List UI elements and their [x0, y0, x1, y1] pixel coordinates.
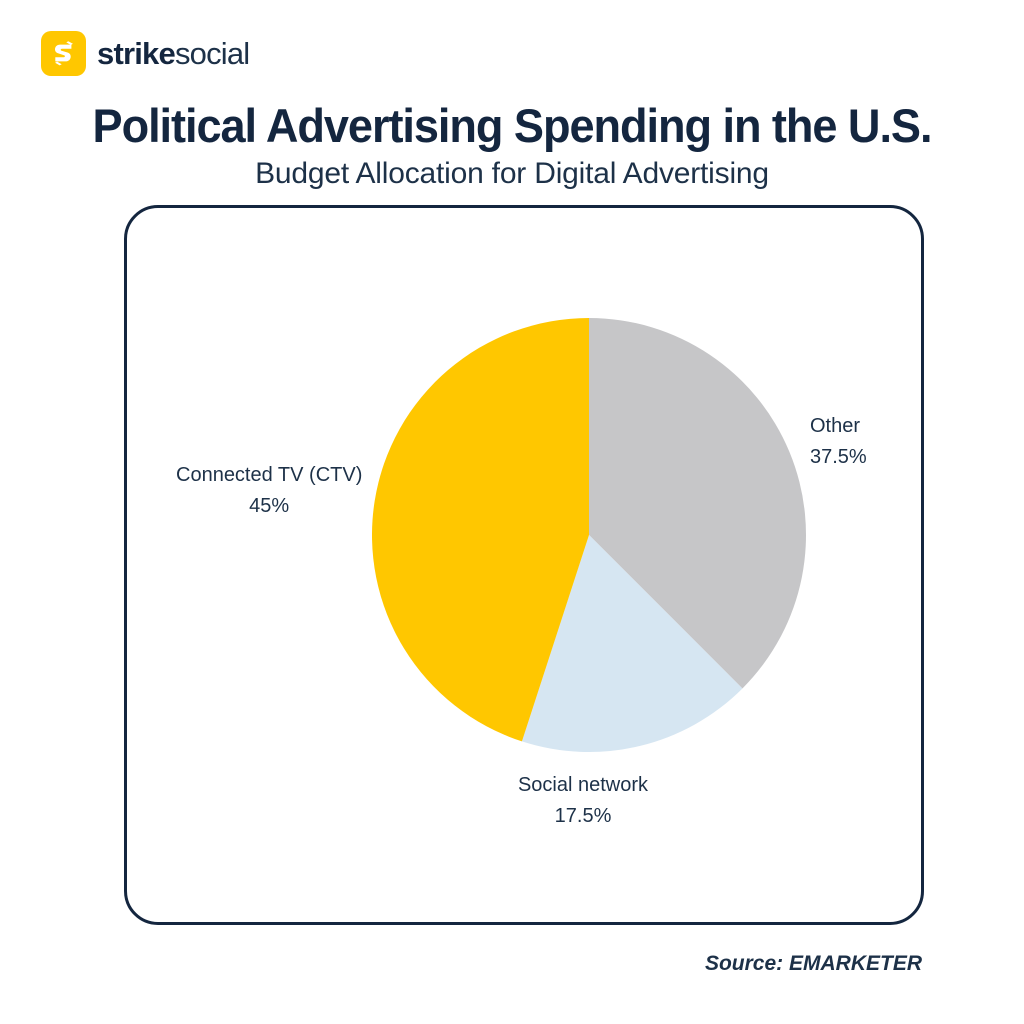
pie-chart: [372, 318, 806, 752]
slice-label-social-name: Social network: [517, 774, 649, 796]
brand-wordmark: strike social: [97, 35, 250, 71]
pie-slice-group: [372, 318, 806, 752]
slice-label-ctv-name: Connected TV (CTV): [176, 464, 363, 486]
brand-wordmark-social: social: [174, 35, 250, 71]
page-subtitle: Budget Allocation for Digital Advertisin…: [255, 157, 769, 190]
slice-label-social-value: 17.5%: [554, 805, 612, 827]
slice-label-social: Social network 17.5%: [518, 770, 648, 832]
pie-slice-connected-tv-ctv[interactable]: [372, 318, 589, 742]
pie-chart-svg: [372, 318, 806, 752]
pie-slice-other[interactable]: [589, 318, 806, 689]
brand-wordmark-strike: strike: [97, 35, 176, 71]
slice-label-other-name: Other: [810, 415, 861, 437]
slice-label-other: Other 37.5%: [810, 411, 867, 473]
slice-label-other-value: 37.5%: [810, 446, 867, 468]
slice-label-ctv-value: 45%: [249, 495, 290, 517]
source-attribution: Source: EMARKETER: [704, 952, 922, 975]
page-title: Political Advertising Spending in the U.…: [92, 99, 933, 152]
strike-social-logo-icon: [41, 30, 86, 76]
pie-slice-social-network[interactable]: [521, 535, 743, 752]
brand-bar: strike social: [41, 30, 250, 76]
slice-label-ctv: Connected TV (CTV) 45%: [176, 460, 362, 522]
